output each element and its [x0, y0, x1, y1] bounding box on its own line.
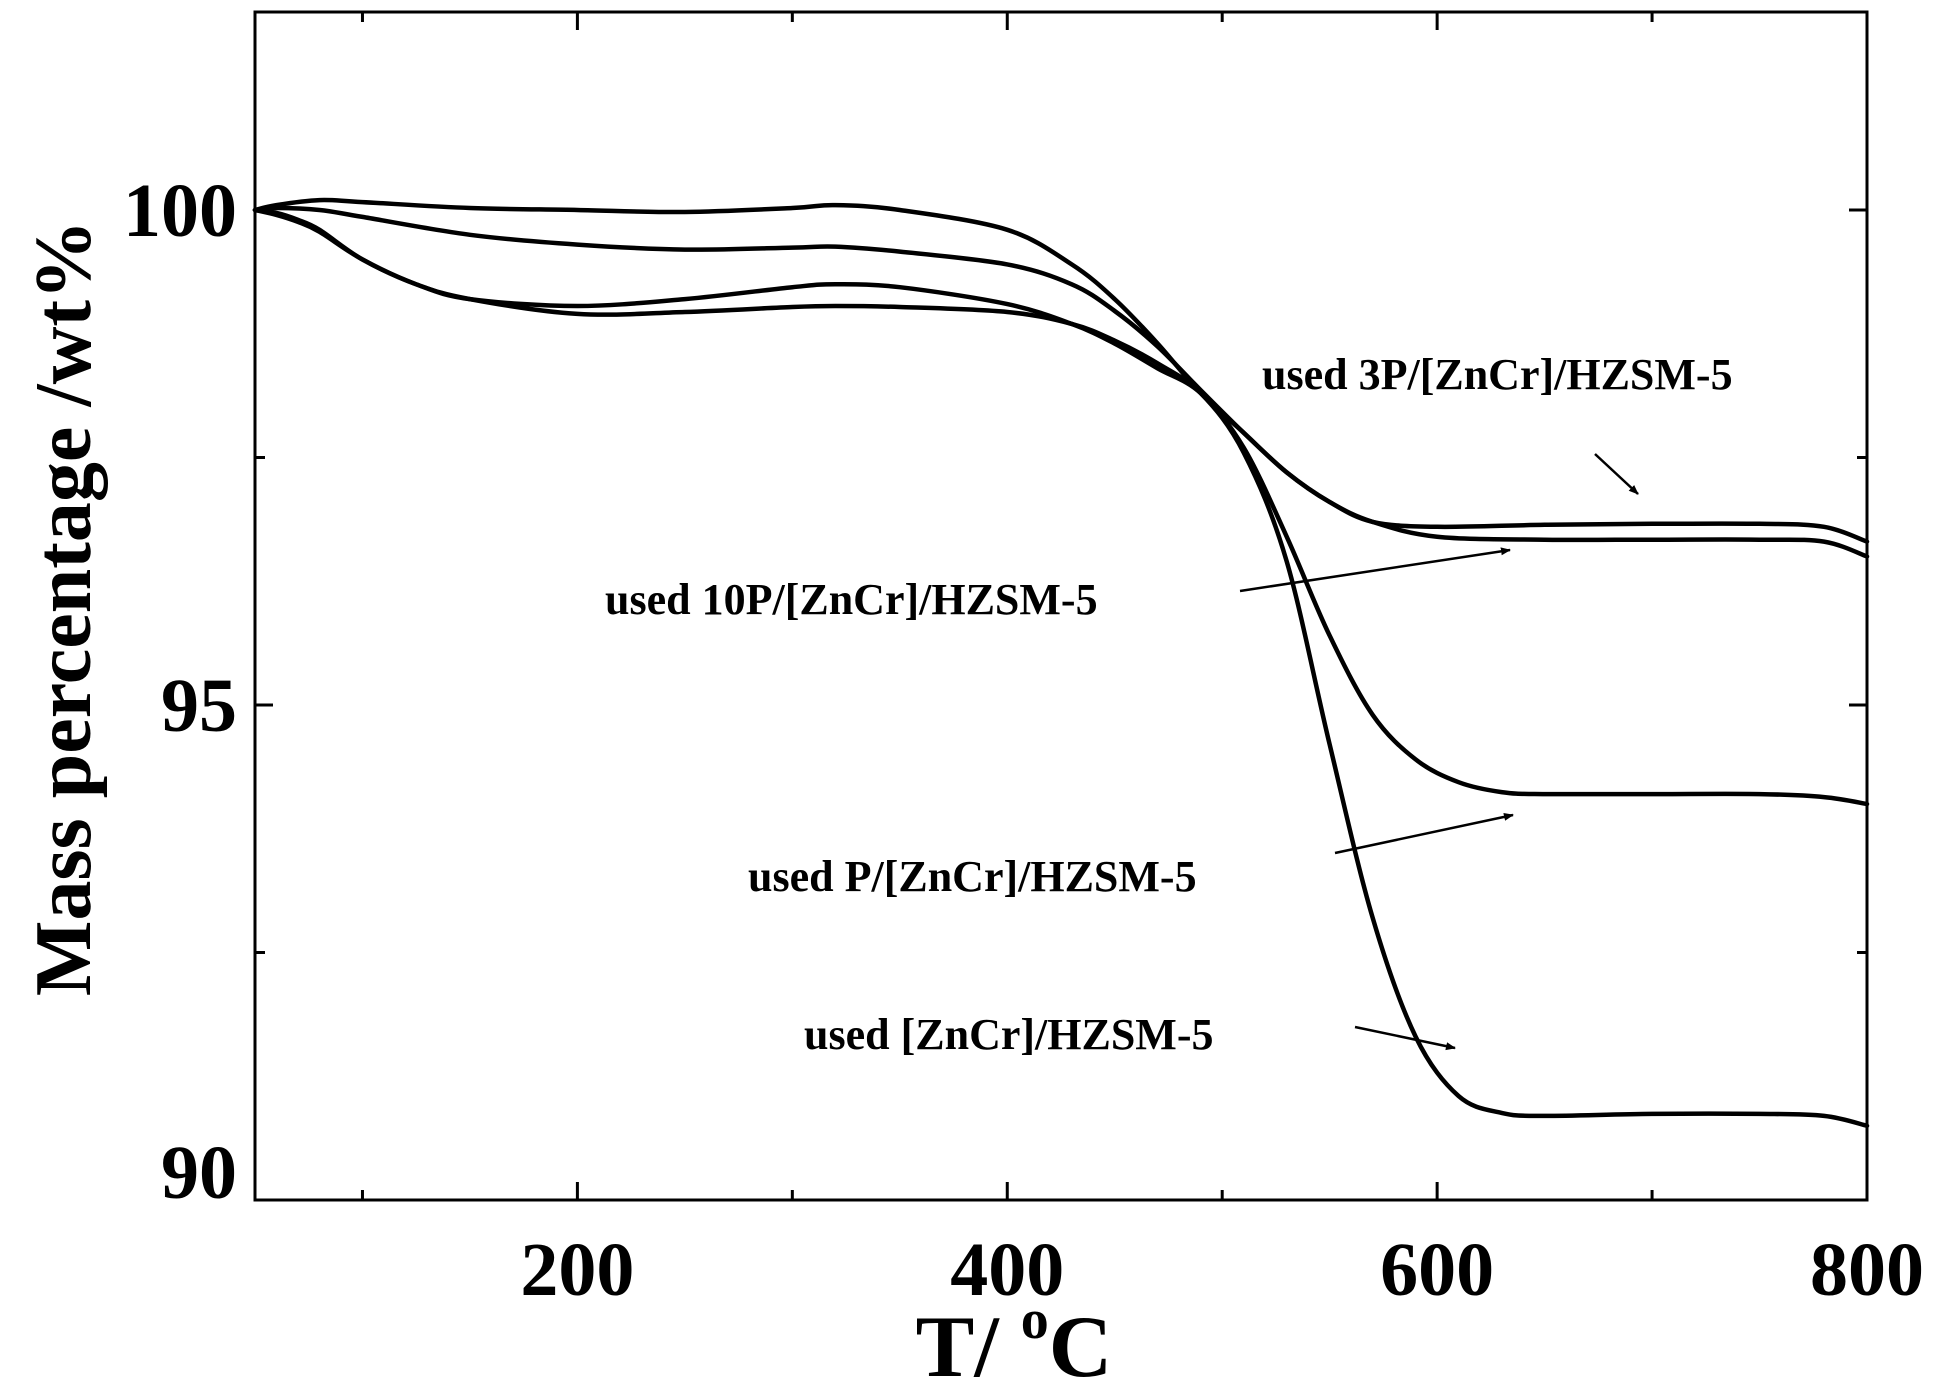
- y-tick-label: 90: [161, 1131, 237, 1215]
- y-tick-label: 95: [161, 664, 237, 748]
- x-axis-title-unit: C: [1049, 1299, 1113, 1387]
- x-tick-label: 800: [1810, 1228, 1924, 1312]
- data-curves: [252, 197, 1870, 1129]
- series-line-used-p-zncr-hzsm-5: [252, 207, 1870, 807]
- y-tick-label: 100: [123, 169, 237, 253]
- annotation-arrow-10p: [1239, 547, 1511, 593]
- annotation-arrow-p: [1334, 812, 1514, 855]
- series-line-used-10p-zncr-hzsm-5: [252, 205, 1870, 559]
- annotation-arrow-3p: [1594, 453, 1639, 495]
- x-tick-label: 400: [950, 1228, 1064, 1312]
- x-axis-title-main: T/: [916, 1299, 1021, 1387]
- plot-frame: [253, 10, 1869, 1202]
- x-tick-label: 200: [520, 1228, 634, 1312]
- annotation-used-p: used P/[ZnCr]/HZSM-5: [748, 852, 1197, 901]
- annotation-used-zncr: used [ZnCr]/HZSM-5: [804, 1010, 1213, 1059]
- series-line-used-zncr-hzsm-5: [252, 207, 1870, 1129]
- series-line-used-3p-zncr-hzsm-5: [252, 197, 1870, 544]
- axis-tick-labels: 200 400 600 800 90 95 100: [123, 169, 1924, 1312]
- annotations: used 3P/[ZnCr]/HZSM-5 used 10P/[ZnCr]/HZ…: [605, 350, 1733, 1059]
- x-axis-title-sup: o: [1021, 1289, 1049, 1351]
- annotation-arrow-zncr: [1354, 1025, 1456, 1051]
- annotation-used-10p: used 10P/[ZnCr]/HZSM-5: [605, 575, 1098, 624]
- annotation-used-3p: used 3P/[ZnCr]/HZSM-5: [1262, 350, 1733, 399]
- x-tick-label: 600: [1380, 1228, 1494, 1312]
- y-axis-title: Mass percentage /wt%: [20, 220, 108, 996]
- x-axis-title: T/ oC: [916, 1289, 1113, 1387]
